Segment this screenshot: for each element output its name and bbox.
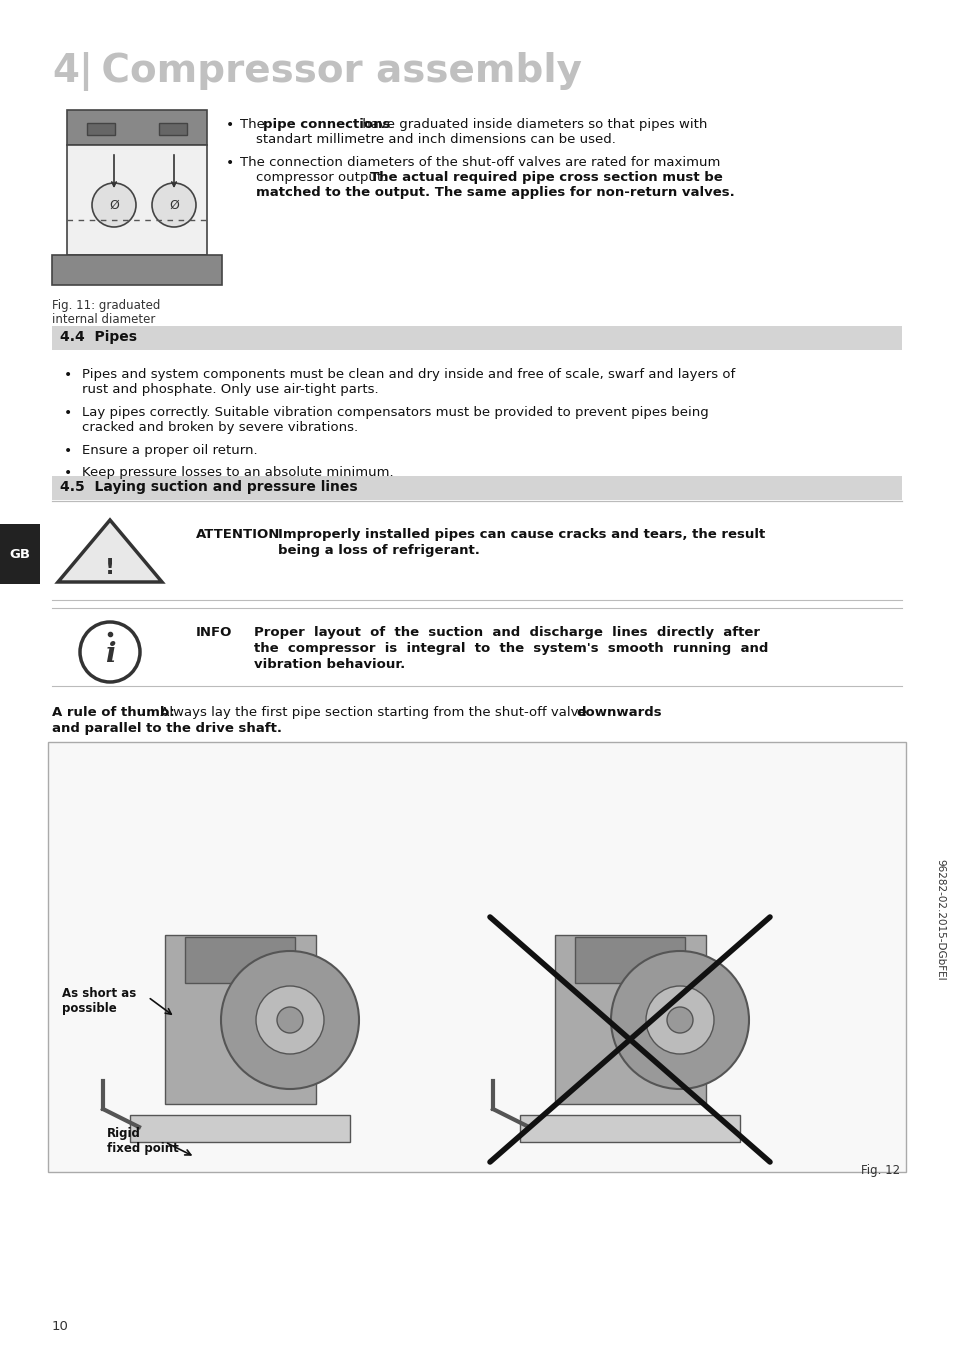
Text: have graduated inside diameters so that pipes with: have graduated inside diameters so that … [357, 118, 706, 131]
Text: 4.4  Pipes: 4.4 Pipes [60, 330, 137, 344]
Text: •: • [64, 466, 72, 481]
Text: A rule of thumb:: A rule of thumb: [52, 705, 174, 719]
Text: vibration behaviour.: vibration behaviour. [253, 658, 405, 672]
Bar [52, 326, 901, 349]
Circle shape [276, 1007, 303, 1033]
Bar [67, 145, 207, 255]
Circle shape [91, 183, 136, 227]
Text: Compressor assembly: Compressor assembly [88, 51, 581, 89]
Text: i: i [105, 640, 115, 668]
Text: Rigid
fixed point: Rigid fixed point [107, 1127, 178, 1155]
Bar [48, 742, 905, 1173]
Bar [159, 123, 187, 135]
Bar [0, 524, 40, 584]
Circle shape [255, 986, 324, 1053]
Circle shape [666, 1007, 692, 1033]
Text: •: • [226, 118, 234, 131]
Text: Lay pipes correctly. Suitable vibration compensators must be provided to prevent: Lay pipes correctly. Suitable vibration … [82, 406, 708, 418]
Text: rust and phosphate. Only use air-tight parts.: rust and phosphate. Only use air-tight p… [82, 383, 378, 395]
Text: !: ! [105, 558, 115, 578]
Text: ATTENTION: ATTENTION [195, 528, 280, 542]
Circle shape [610, 951, 748, 1089]
Circle shape [80, 621, 140, 682]
Polygon shape [58, 520, 162, 582]
Text: Proper  layout  of  the  suction  and  discharge  lines  directly  after: Proper layout of the suction and dischar… [253, 626, 760, 639]
Text: Always lay the first pipe section starting from the shut-off valve: Always lay the first pipe section starti… [156, 705, 590, 719]
Text: As short as
possible: As short as possible [62, 987, 136, 1016]
Text: •: • [64, 444, 72, 458]
Text: Ø: Ø [109, 199, 119, 211]
Text: INFO: INFO [195, 626, 233, 639]
FancyBboxPatch shape [165, 936, 315, 1104]
Bar [519, 1114, 740, 1141]
Text: pipe connections: pipe connections [263, 118, 390, 131]
Text: GB: GB [10, 547, 30, 561]
Text: the  compressor  is  integral  to  the  system's  smooth  running  and: the compressor is integral to the system… [253, 642, 767, 655]
Text: compressor output.: compressor output. [255, 171, 390, 184]
Text: Ensure a proper oil return.: Ensure a proper oil return. [82, 444, 257, 458]
Text: downwards: downwards [576, 705, 661, 719]
Text: Fig. 11: graduated: Fig. 11: graduated [52, 299, 160, 311]
Text: matched to the output. The same applies for non-return valves.: matched to the output. The same applies … [255, 185, 734, 199]
Text: The connection diameters of the shut-off valves are rated for maximum: The connection diameters of the shut-off… [240, 156, 720, 169]
Text: 4|: 4| [52, 51, 93, 91]
Bar [87, 123, 115, 135]
Text: Ø: Ø [169, 199, 179, 211]
Text: 10: 10 [52, 1320, 69, 1332]
Text: being a loss of refrigerant.: being a loss of refrigerant. [277, 544, 479, 556]
Bar [52, 477, 901, 500]
Text: standart millimetre and inch dimensions can be used.: standart millimetre and inch dimensions … [255, 133, 616, 146]
Text: The: The [240, 118, 269, 131]
Text: internal diameter: internal diameter [52, 313, 155, 326]
Bar [185, 937, 294, 983]
Text: Keep pressure losses to an absolute minimum.: Keep pressure losses to an absolute mini… [82, 466, 394, 479]
Text: •: • [64, 406, 72, 420]
Text: 96282-02.2015-DGbFEI: 96282-02.2015-DGbFEI [934, 860, 944, 980]
Circle shape [645, 986, 713, 1053]
Circle shape [221, 951, 358, 1089]
Text: and parallel to the drive shaft.: and parallel to the drive shaft. [52, 722, 282, 735]
Text: Improperly installed pipes can cause cracks and tears, the result: Improperly installed pipes can cause cra… [277, 528, 764, 542]
Bar [67, 110, 207, 145]
Text: •: • [64, 368, 72, 382]
FancyBboxPatch shape [555, 936, 705, 1104]
Bar [130, 1114, 350, 1141]
Circle shape [152, 183, 195, 227]
Bar [52, 255, 222, 284]
Text: Pipes and system components must be clean and dry inside and free of scale, swar: Pipes and system components must be clea… [82, 368, 735, 380]
Text: •: • [226, 156, 234, 171]
Text: The actual required pipe cross section must be: The actual required pipe cross section m… [370, 171, 722, 184]
Bar [575, 937, 684, 983]
Text: 4.5  Laying suction and pressure lines: 4.5 Laying suction and pressure lines [60, 481, 357, 494]
Text: Fig. 12: Fig. 12 [860, 1164, 899, 1177]
Text: cracked and broken by severe vibrations.: cracked and broken by severe vibrations. [82, 421, 357, 435]
